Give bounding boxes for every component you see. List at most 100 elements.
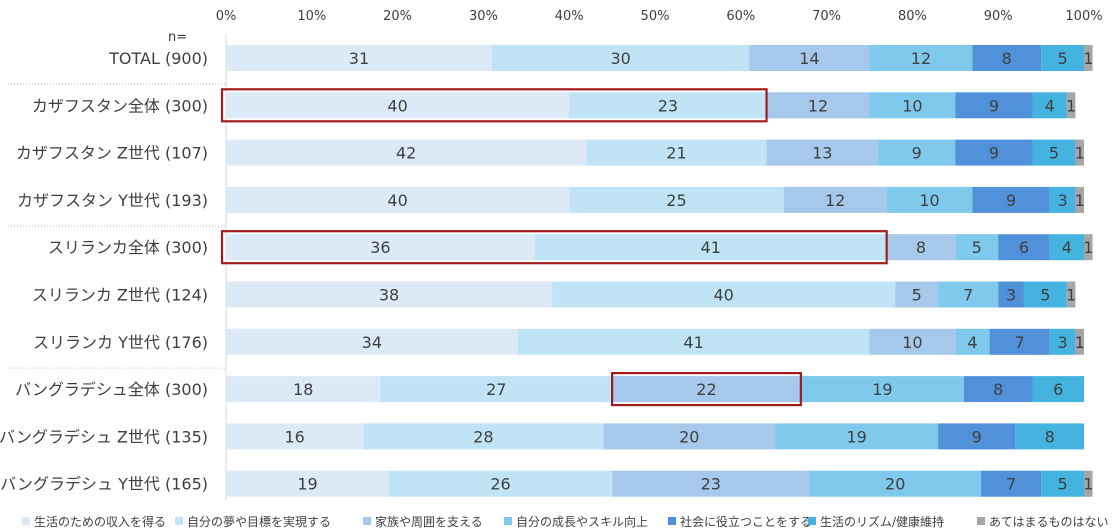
bar-segment bbox=[955, 234, 999, 261]
data-label: 10 bbox=[902, 96, 922, 115]
x-tick-label: 80% bbox=[898, 9, 927, 24]
legend-swatch bbox=[504, 517, 512, 525]
data-label: 4 bbox=[1045, 96, 1055, 115]
bar-segment bbox=[226, 423, 364, 450]
data-label: 3 bbox=[1006, 286, 1016, 305]
bar-segment bbox=[972, 186, 1050, 213]
bar-segment bbox=[998, 281, 1024, 308]
bar-segment bbox=[809, 470, 982, 497]
bar-segment bbox=[955, 139, 1033, 166]
bar-segment bbox=[1075, 186, 1084, 213]
data-label: 7 bbox=[1006, 475, 1016, 494]
legend-label: 生活のリズム/健康維持 bbox=[820, 514, 944, 529]
legend-label: あてはまるものはない bbox=[989, 515, 1109, 529]
bar-segment bbox=[963, 376, 1033, 403]
row-label: スリランカ Z世代 (124) bbox=[32, 286, 208, 305]
bar-segment bbox=[998, 234, 1050, 261]
bar-segment bbox=[612, 470, 810, 497]
data-label: 5 bbox=[972, 238, 982, 257]
data-label: 9 bbox=[912, 144, 922, 163]
bar-segment bbox=[938, 423, 1016, 450]
data-label: 5 bbox=[1057, 49, 1067, 68]
bar-segment bbox=[612, 376, 801, 403]
chart-row: カザフスタン全体 (300) 40 23 12 10 9 4 1 bbox=[32, 92, 1076, 119]
bar-segment bbox=[226, 139, 587, 166]
bar-segment bbox=[517, 328, 870, 355]
data-label: 41 bbox=[683, 333, 703, 352]
data-label: 9 bbox=[1006, 191, 1016, 210]
bar-segment bbox=[363, 423, 604, 450]
data-label: 1 bbox=[1083, 238, 1093, 257]
legend-label: 自分の成長やスキル向上 bbox=[516, 514, 648, 529]
bar-segment bbox=[869, 92, 956, 119]
bar-segment bbox=[1032, 376, 1084, 403]
bar-segment bbox=[1015, 423, 1084, 450]
bar-segment bbox=[1023, 281, 1067, 308]
chart-row: スリランカ Y世代 (176) 34 41 10 4 7 3 1 bbox=[33, 328, 1085, 355]
group-separators bbox=[8, 83, 226, 369]
data-label: 40 bbox=[713, 286, 733, 305]
bar-segment bbox=[1049, 186, 1076, 213]
bar-segment bbox=[955, 328, 990, 355]
data-label: 5 bbox=[1049, 144, 1059, 163]
highlight-box bbox=[610, 372, 802, 407]
bar-segment bbox=[569, 186, 784, 213]
row-label: カザフスタン Z世代 (107) bbox=[16, 144, 208, 163]
bar-segment bbox=[878, 139, 956, 166]
data-label: 19 bbox=[872, 380, 892, 399]
bar-segment bbox=[491, 45, 750, 71]
data-label: 18 bbox=[293, 380, 313, 399]
bar-segment bbox=[749, 45, 870, 71]
data-label: 7 bbox=[963, 286, 973, 305]
bar-segment bbox=[534, 234, 887, 261]
data-label: 5 bbox=[912, 286, 922, 305]
bar-segment bbox=[1032, 92, 1067, 119]
bar-segment bbox=[603, 423, 776, 450]
data-label: 1 bbox=[1066, 96, 1076, 115]
data-label: 31 bbox=[349, 49, 369, 68]
bar-segment bbox=[226, 376, 381, 403]
highlight-box bbox=[220, 230, 888, 265]
bar-segment bbox=[1049, 328, 1076, 355]
data-label: 38 bbox=[379, 286, 399, 305]
legend-label: 家族や周囲を支える bbox=[375, 514, 483, 529]
bar-segment bbox=[1041, 470, 1084, 497]
bar-segment bbox=[226, 45, 492, 71]
bar-segment bbox=[775, 423, 939, 450]
data-label: 19 bbox=[297, 475, 317, 494]
data-label: 12 bbox=[825, 191, 845, 210]
x-tick-label: 100% bbox=[1065, 9, 1102, 24]
data-label: 27 bbox=[486, 380, 506, 399]
bar-segment bbox=[766, 139, 879, 166]
row-label: カザフスタン全体 (300) bbox=[32, 96, 208, 115]
legend-label: 生活のための収入を得る bbox=[34, 514, 166, 529]
bar-segment bbox=[380, 376, 613, 403]
chart-row: カザフスタン Y世代 (193) 40 25 12 10 9 3 1 bbox=[17, 186, 1085, 213]
chart-row: スリランカ全体 (300) 36 41 8 5 6 4 1 bbox=[48, 234, 1093, 261]
bar-segment bbox=[1084, 470, 1093, 497]
data-label: 41 bbox=[701, 238, 721, 257]
legend-swatch bbox=[808, 517, 816, 525]
chart-row: バングラデシュ Y世代 (165) 19 26 23 20 7 5 1 bbox=[0, 470, 1093, 497]
x-axis-ticks: 0% 10% 20% 30% 40% 50% 60% 70% 80% 90% 100% bbox=[216, 9, 1103, 24]
row-label: スリランカ全体 (300) bbox=[48, 238, 208, 257]
data-label: 16 bbox=[284, 427, 304, 446]
bar-segment bbox=[226, 328, 518, 355]
x-tick-label: 90% bbox=[984, 9, 1013, 24]
bar-segment bbox=[1066, 92, 1076, 119]
bar-segment bbox=[1084, 234, 1093, 261]
bar-segment bbox=[1084, 45, 1093, 71]
chart-row: カザフスタン Z世代 (107) 42 21 13 9 9 5 1 bbox=[16, 139, 1085, 166]
row-label: バングラデシュ Z世代 (135) bbox=[0, 427, 208, 446]
bar-segment bbox=[886, 186, 973, 213]
row-label: バングラデシュ Y世代 (165) bbox=[0, 475, 208, 494]
bar-segment bbox=[1049, 234, 1084, 261]
data-label: 25 bbox=[666, 191, 686, 210]
data-label: 3 bbox=[1057, 333, 1067, 352]
row-label: バングラデシュ全体 (300) bbox=[15, 380, 208, 399]
data-label: 8 bbox=[1002, 49, 1012, 68]
bar-segment bbox=[552, 281, 896, 308]
data-label: 21 bbox=[666, 144, 686, 163]
data-label: 8 bbox=[993, 380, 1003, 399]
